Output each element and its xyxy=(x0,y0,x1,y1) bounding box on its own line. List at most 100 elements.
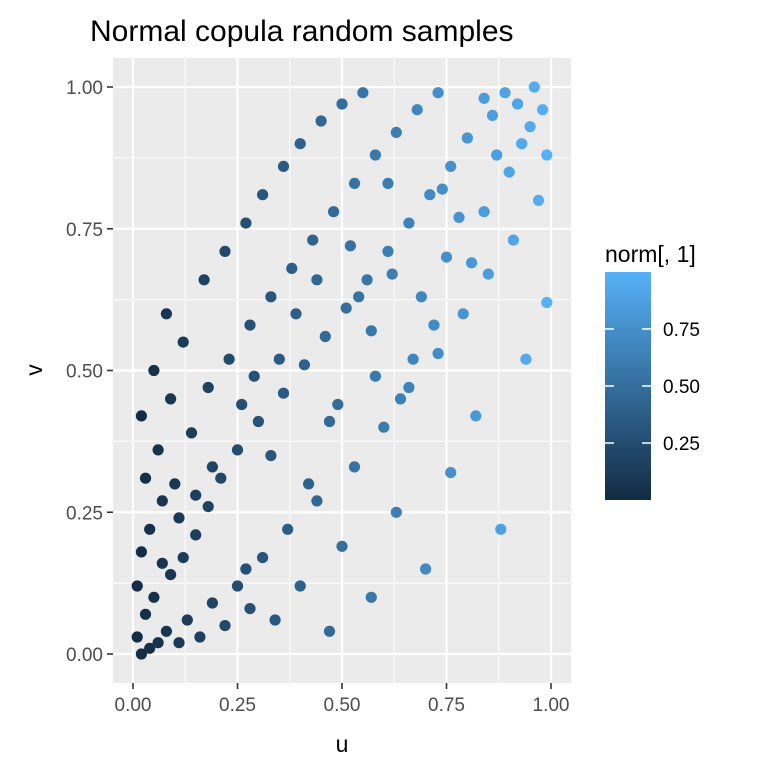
data-point xyxy=(440,251,453,263)
data-point xyxy=(478,206,490,218)
data-point xyxy=(181,614,193,626)
data-point xyxy=(160,625,172,637)
data-point xyxy=(173,512,185,524)
data-point xyxy=(495,523,507,535)
data-point xyxy=(252,415,264,428)
data-point xyxy=(378,421,390,433)
data-point xyxy=(148,591,160,603)
data-point xyxy=(202,381,214,394)
data-point xyxy=(357,87,369,99)
data-point xyxy=(286,262,298,274)
data-point xyxy=(215,472,227,484)
data-point xyxy=(319,330,331,343)
data-point xyxy=(394,393,407,405)
data-point xyxy=(411,104,423,116)
x-tick-label: 0.00 xyxy=(115,695,152,716)
data-point xyxy=(185,427,198,439)
data-point xyxy=(348,177,361,189)
data-point xyxy=(240,217,252,229)
data-point xyxy=(206,597,218,609)
legend-breaks: 0.25 0.50 0.75 xyxy=(605,320,700,455)
data-point xyxy=(311,274,323,286)
data-point xyxy=(156,495,168,507)
data-point xyxy=(361,274,373,286)
data-point xyxy=(190,529,202,541)
data-point xyxy=(257,552,269,564)
data-point xyxy=(470,410,482,422)
data-point xyxy=(323,415,336,428)
data-point xyxy=(244,319,256,331)
legend-break-label: 0.50 xyxy=(663,377,700,398)
grid-lines xyxy=(113,58,571,683)
data-point xyxy=(206,461,218,473)
data-point xyxy=(315,115,327,127)
y-tick-label: 0.00 xyxy=(66,645,103,666)
data-point xyxy=(353,291,365,303)
y-tick-label: 0.25 xyxy=(66,503,103,524)
data-point xyxy=(466,257,478,269)
data-point xyxy=(231,444,244,456)
data-point xyxy=(503,166,515,178)
data-point xyxy=(290,308,302,320)
data-point xyxy=(248,370,260,382)
data-points xyxy=(131,81,553,660)
data-point xyxy=(194,631,206,643)
data-point xyxy=(445,160,457,172)
data-point xyxy=(131,580,143,592)
data-point xyxy=(139,608,152,620)
data-point xyxy=(265,291,277,303)
data-point xyxy=(294,580,306,592)
data-point xyxy=(294,138,306,150)
data-point xyxy=(219,620,231,632)
x-tick-label: 0.50 xyxy=(324,695,361,716)
data-point xyxy=(173,637,185,649)
data-point xyxy=(165,569,177,581)
y-axis-title: v xyxy=(21,364,47,376)
data-point xyxy=(323,625,336,637)
x-axis-title: u xyxy=(336,731,349,757)
data-point xyxy=(365,325,377,337)
data-point xyxy=(520,353,532,365)
data-point xyxy=(219,245,231,257)
data-point xyxy=(461,132,473,144)
y-tick-label: 1.00 xyxy=(66,78,103,99)
data-point xyxy=(336,98,348,110)
data-point xyxy=(311,495,323,507)
data-point xyxy=(445,467,457,479)
data-point xyxy=(499,87,511,99)
data-point xyxy=(198,274,210,286)
data-point xyxy=(273,353,285,365)
data-point xyxy=(415,291,427,303)
data-point xyxy=(390,126,402,138)
data-point xyxy=(428,319,440,331)
data-point xyxy=(407,353,419,365)
data-point xyxy=(541,296,553,309)
data-point xyxy=(511,98,524,110)
data-point xyxy=(303,478,315,490)
data-point xyxy=(532,194,545,206)
data-point xyxy=(169,478,181,490)
data-point xyxy=(457,308,469,320)
data-point xyxy=(507,234,519,246)
legend-title: norm[, 1] xyxy=(605,241,696,267)
data-point xyxy=(265,450,277,462)
data-point xyxy=(282,523,294,535)
data-point xyxy=(348,461,361,473)
data-point xyxy=(344,240,356,252)
data-point xyxy=(328,206,340,218)
data-point xyxy=(516,138,528,150)
data-point xyxy=(131,631,143,643)
data-point xyxy=(190,489,202,501)
data-point xyxy=(386,268,398,280)
data-point xyxy=(269,614,281,626)
data-point xyxy=(482,268,494,280)
data-point xyxy=(144,523,156,535)
data-point xyxy=(541,149,553,161)
data-point xyxy=(424,189,436,201)
data-point xyxy=(135,410,147,422)
data-point xyxy=(257,189,269,201)
data-point xyxy=(156,557,168,569)
data-point xyxy=(403,381,415,394)
x-tick-label: 0.75 xyxy=(428,695,465,716)
data-point xyxy=(135,648,147,660)
